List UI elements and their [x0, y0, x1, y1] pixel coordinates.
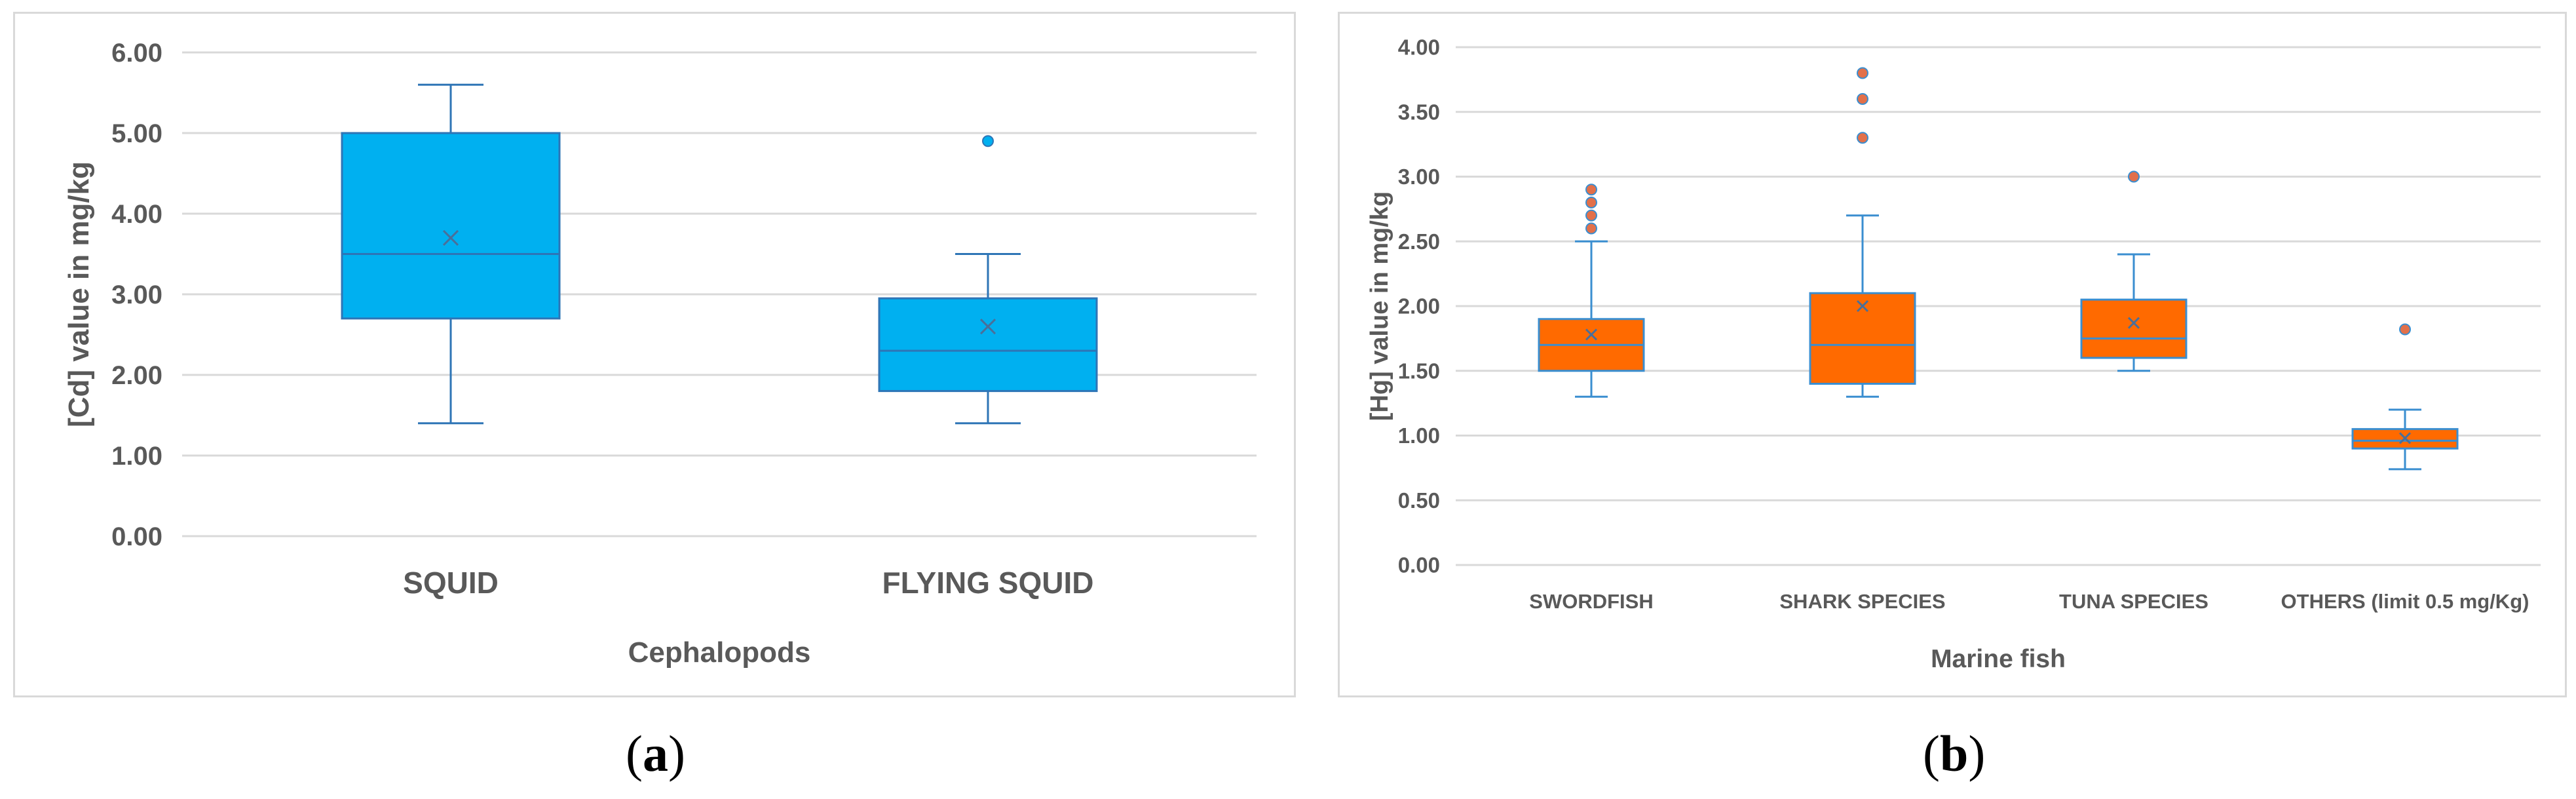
outlier-point: [1857, 132, 1868, 144]
mean-marker: [1856, 300, 1869, 313]
mean-marker: [2127, 317, 2140, 329]
mean-marker: [2398, 432, 2412, 444]
y-tick-label: 3.00: [111, 281, 162, 309]
box-4: [2351, 323, 2459, 471]
x-axis-title: Marine fish: [1931, 645, 2066, 673]
y-axis-title: [Hg] value in mg/kg: [1366, 191, 1393, 421]
outlier-point: [1857, 93, 1868, 105]
outlier-point: [1585, 222, 1597, 235]
box-1: [1538, 184, 1645, 398]
panel-label-b-letter: b: [1939, 725, 1969, 782]
outlier-point: [2128, 170, 2140, 183]
x-category-label: FLYING SQUID: [882, 566, 1094, 600]
box-iqr: [1809, 292, 1916, 385]
y-tick-label: 4.00: [111, 200, 162, 229]
x-category-label: SHARK SPECIES: [1779, 590, 1945, 613]
x-axis-title: Cephalopods: [628, 636, 811, 669]
y-tick-label: 1.50: [1398, 359, 1440, 383]
y-axis-title: [Cd] value in mg/kg: [63, 161, 95, 427]
y-tick-label: 6.00: [111, 39, 162, 68]
y-tick-label: 0.50: [1398, 488, 1440, 513]
box-iqr: [341, 132, 561, 320]
mean-marker: [1585, 328, 1598, 341]
x-category-label: TUNA SPECIES: [2059, 590, 2208, 613]
y-tick-label: 0.00: [1398, 553, 1440, 577]
chart-a: 0.00 1.00 2.00 3.00 4.00 5.00 6.00 [Cd] value i…: [63, 39, 1257, 669]
panel-label-a-letter: a: [642, 725, 668, 782]
y-tick-label: 3.00: [1398, 165, 1440, 189]
chart-b: 0.00 0.50 1.00 1.50 2.00 2.50 3.00 3.50 4.00 [Hg]…: [1366, 35, 2541, 673]
mean-marker: [442, 229, 459, 246]
box-2: [1809, 67, 1916, 398]
y-tick-label: 1.00: [111, 442, 162, 471]
y-tick-label: 5.00: [111, 119, 162, 148]
panel-label-b: (b): [1923, 725, 1986, 782]
outlier-point: [982, 135, 994, 147]
y-tick-label: 2.00: [1398, 294, 1440, 319]
x-category-label: SWORDFISH: [1529, 590, 1653, 613]
x-category-label: OTHERS (limit 0.5 mg/Kg): [2281, 590, 2529, 613]
box-iqr: [878, 297, 1098, 393]
mean-marker: [979, 319, 996, 335]
y-tick-label: 3.50: [1398, 100, 1440, 124]
y-tick-label: 0.00: [111, 522, 162, 551]
panel-label-a: (a): [626, 725, 685, 782]
y-tick-label: 2.50: [1398, 229, 1440, 254]
box-iqr: [2080, 298, 2188, 359]
box-2: [878, 135, 1098, 425]
box-3: [2080, 170, 2188, 372]
outlier-point: [2399, 323, 2411, 336]
y-tick-label: 4.00: [1398, 35, 1440, 60]
y-tick-label: 2.00: [111, 361, 162, 390]
x-category-label: SQUID: [403, 566, 499, 600]
y-tick-label: 1.00: [1398, 423, 1440, 448]
outlier-point: [1857, 67, 1868, 79]
outlier-point: [1585, 197, 1597, 208]
box-1: [341, 83, 561, 425]
outlier-point: [1585, 209, 1597, 222]
outlier-point: [1585, 184, 1597, 196]
